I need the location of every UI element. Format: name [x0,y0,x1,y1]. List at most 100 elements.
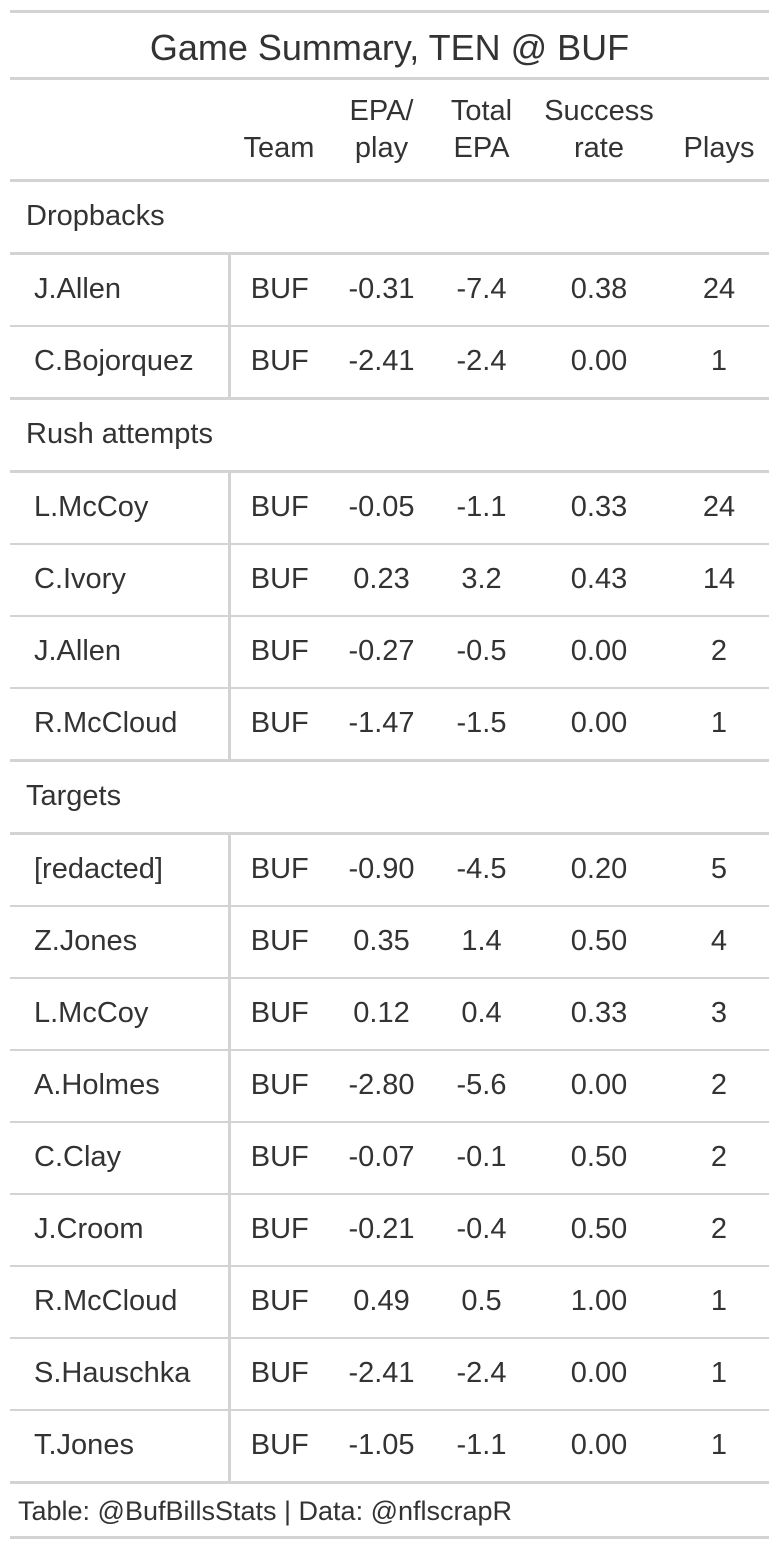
cell-team: BUF [229,977,329,1051]
cell-player: J.Allen [10,615,231,689]
cell-success: 0.00 [529,687,669,762]
cell-player: J.Croom [10,1193,231,1267]
cell-team: BUF [229,1049,329,1123]
cell-total_epa: -0.1 [434,1121,529,1195]
cell-plays: 24 [669,471,769,545]
cell-total_epa: -4.5 [434,833,529,907]
table-row: T.Jones BUF -1.05 -1.1 0.00 1 [10,1409,769,1484]
cell-epa_play: -0.90 [329,833,434,907]
cell-team: BUF [229,833,329,907]
table-row: R.McCloud BUF 0.49 0.5 1.00 1 [10,1265,769,1339]
cell-total_epa: -5.6 [434,1049,529,1123]
group-label: Rush attempts [10,398,769,473]
cell-success: 0.38 [529,253,669,327]
column-header-total_epa: Total EPA [434,80,529,182]
table-row: L.McCoy BUF -0.05 -1.1 0.33 24 [10,471,769,545]
table-row: A.Holmes BUF -2.80 -5.6 0.00 2 [10,1049,769,1123]
cell-success: 0.43 [529,543,669,617]
cell-success: 0.00 [529,1409,669,1484]
cell-success: 0.00 [529,325,669,400]
column-header-line: rate [574,131,624,164]
column-header-player [10,80,229,182]
column-header-line: EPA [453,131,510,164]
cell-player: R.McCloud [10,1265,231,1339]
cell-player: C.Clay [10,1121,231,1195]
cell-plays: 2 [669,1121,769,1195]
cell-success: 0.00 [529,615,669,689]
summary-table: Team EPA/play Total EPA Success rate Plays Dro… [10,80,769,1484]
cell-epa_play: -0.05 [329,471,434,545]
cell-total_epa: -1.1 [434,471,529,545]
cell-team: BUF [229,325,329,400]
cell-epa_play: -0.21 [329,1193,434,1267]
cell-total_epa: 0.5 [434,1265,529,1339]
cell-total_epa: 1.4 [434,905,529,979]
column-header-success: Success rate [529,80,669,182]
table-row: R.McCloud BUF -1.47 -1.5 0.00 1 [10,687,769,762]
cell-total_epa: -2.4 [434,1337,529,1411]
group-label: Targets [10,760,769,835]
cell-plays: 1 [669,1409,769,1484]
table-row: C.Ivory BUF 0.23 3.2 0.43 14 [10,543,769,617]
cell-epa_play: 0.23 [329,543,434,617]
cell-success: 0.33 [529,471,669,545]
cell-epa_play: -1.05 [329,1409,434,1484]
cell-total_epa: 0.4 [434,977,529,1051]
cell-player: J.Allen [10,253,231,327]
cell-success: 0.00 [529,1049,669,1123]
cell-plays: 14 [669,543,769,617]
cell-player: Z.Jones [10,905,231,979]
cell-plays: 4 [669,905,769,979]
cell-epa_play: 0.35 [329,905,434,979]
column-header-team: Team [229,80,329,182]
cell-plays: 5 [669,833,769,907]
table-title: Game Summary, TEN @ BUF [10,10,769,80]
table-row: Z.Jones BUF 0.35 1.4 0.50 4 [10,905,769,979]
cell-success: 1.00 [529,1265,669,1339]
column-header-line: EPA/ [349,94,414,127]
cell-plays: 2 [669,1049,769,1123]
cell-total_epa: -1.1 [434,1409,529,1484]
table-row: S.Hauschka BUF -2.41 -2.4 0.00 1 [10,1337,769,1411]
cell-player: [redacted] [10,833,231,907]
cell-total_epa: 3.2 [434,543,529,617]
cell-team: BUF [229,1121,329,1195]
cell-plays: 2 [669,1193,769,1267]
group-label: Dropbacks [10,180,769,255]
cell-total_epa: -0.4 [434,1193,529,1267]
cell-team: BUF [229,471,329,545]
cell-team: BUF [229,615,329,689]
column-header-line: Team [243,131,315,164]
cell-epa_play: -2.41 [329,325,434,400]
source-note: Table: @BufBillsStats | Data: @nflscrapR [10,1484,769,1539]
cell-team: BUF [229,1265,329,1339]
cell-plays: 24 [669,253,769,327]
cell-epa_play: -2.80 [329,1049,434,1123]
cell-player: C.Ivory [10,543,231,617]
cell-team: BUF [229,1409,329,1484]
column-header-line: Success [544,94,654,127]
cell-success: 0.20 [529,833,669,907]
cell-player: L.McCoy [10,977,231,1051]
column-header-line: Total [450,94,513,127]
cell-plays: 3 [669,977,769,1051]
table-row: J.Croom BUF -0.21 -0.4 0.50 2 [10,1193,769,1267]
cell-plays: 1 [669,687,769,762]
table-row: C.Bojorquez BUF -2.41 -2.4 0.00 1 [10,325,769,400]
column-header-epa_play: EPA/play [329,80,434,182]
column-header-line: Plays [683,131,755,164]
cell-success: 0.00 [529,1337,669,1411]
cell-epa_play: -0.07 [329,1121,434,1195]
cell-total_epa: -2.4 [434,325,529,400]
cell-success: 0.50 [529,905,669,979]
cell-epa_play: 0.12 [329,977,434,1051]
cell-team: BUF [229,905,329,979]
column-header-line: play [354,131,409,164]
table-row: J.Allen BUF -0.31 -7.4 0.38 24 [10,253,769,327]
cell-team: BUF [229,543,329,617]
cell-team: BUF [229,1193,329,1267]
cell-player: T.Jones [10,1409,231,1484]
cell-total_epa: -7.4 [434,253,529,327]
cell-plays: 1 [669,1337,769,1411]
cell-total_epa: -0.5 [434,615,529,689]
